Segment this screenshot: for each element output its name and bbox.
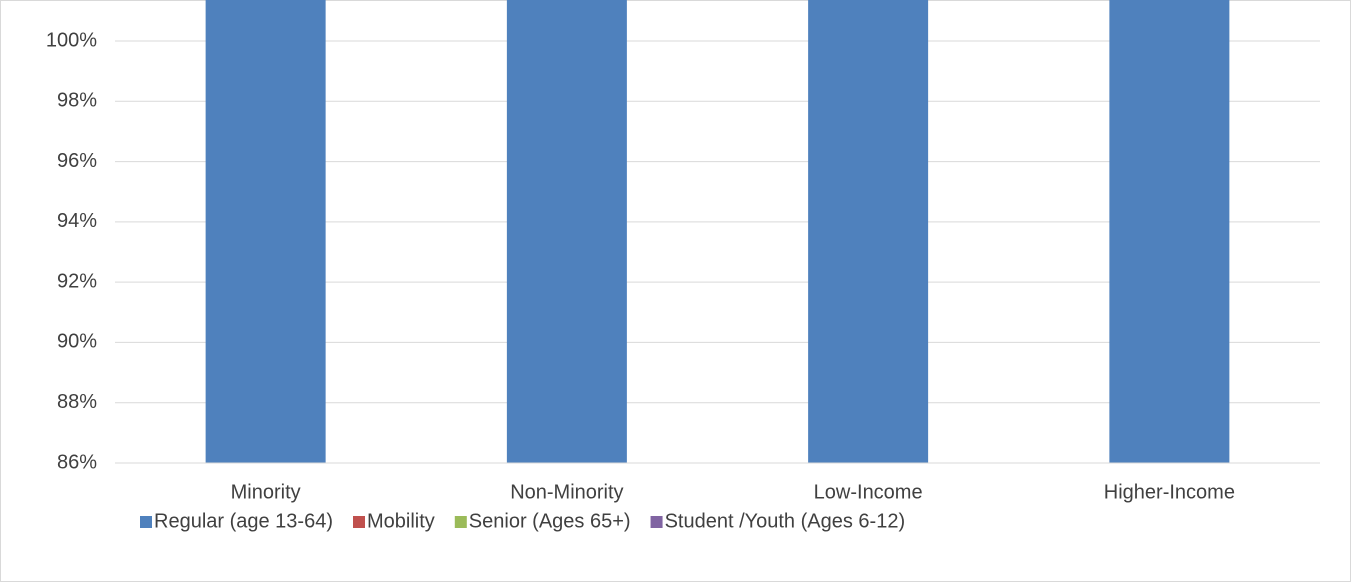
bar-segment xyxy=(1109,0,1230,463)
bar-segment xyxy=(808,0,929,463)
y-tick-label: 98% xyxy=(57,90,97,112)
legend-label: Regular (age 13-64) xyxy=(154,510,333,532)
y-tick-label: 92% xyxy=(57,270,97,292)
x-tick-label: Minority xyxy=(231,481,301,503)
bar-segment xyxy=(205,0,326,463)
y-tick-label: 94% xyxy=(57,210,97,232)
y-tick-label: 86% xyxy=(57,451,97,473)
x-tick-label: Non-Minority xyxy=(510,481,623,503)
legend-swatch xyxy=(140,516,152,528)
bar-segment xyxy=(506,0,627,463)
y-tick-label: 96% xyxy=(57,150,97,172)
legend-label: Student /Youth (Ages 6-12) xyxy=(665,510,906,532)
legend-swatch xyxy=(650,516,663,528)
y-tick-label: 88% xyxy=(57,391,97,413)
y-tick-label: 90% xyxy=(57,331,97,353)
legend-swatch xyxy=(454,516,467,528)
y-tick-label: 100% xyxy=(46,29,97,51)
legend-label: Mobility xyxy=(367,510,435,532)
legend-label: Senior (Ages 65+) xyxy=(469,510,631,532)
x-tick-label: Low-Income xyxy=(814,481,923,503)
x-tick-label: Higher-Income xyxy=(1104,481,1235,503)
legend-swatch xyxy=(353,516,365,528)
